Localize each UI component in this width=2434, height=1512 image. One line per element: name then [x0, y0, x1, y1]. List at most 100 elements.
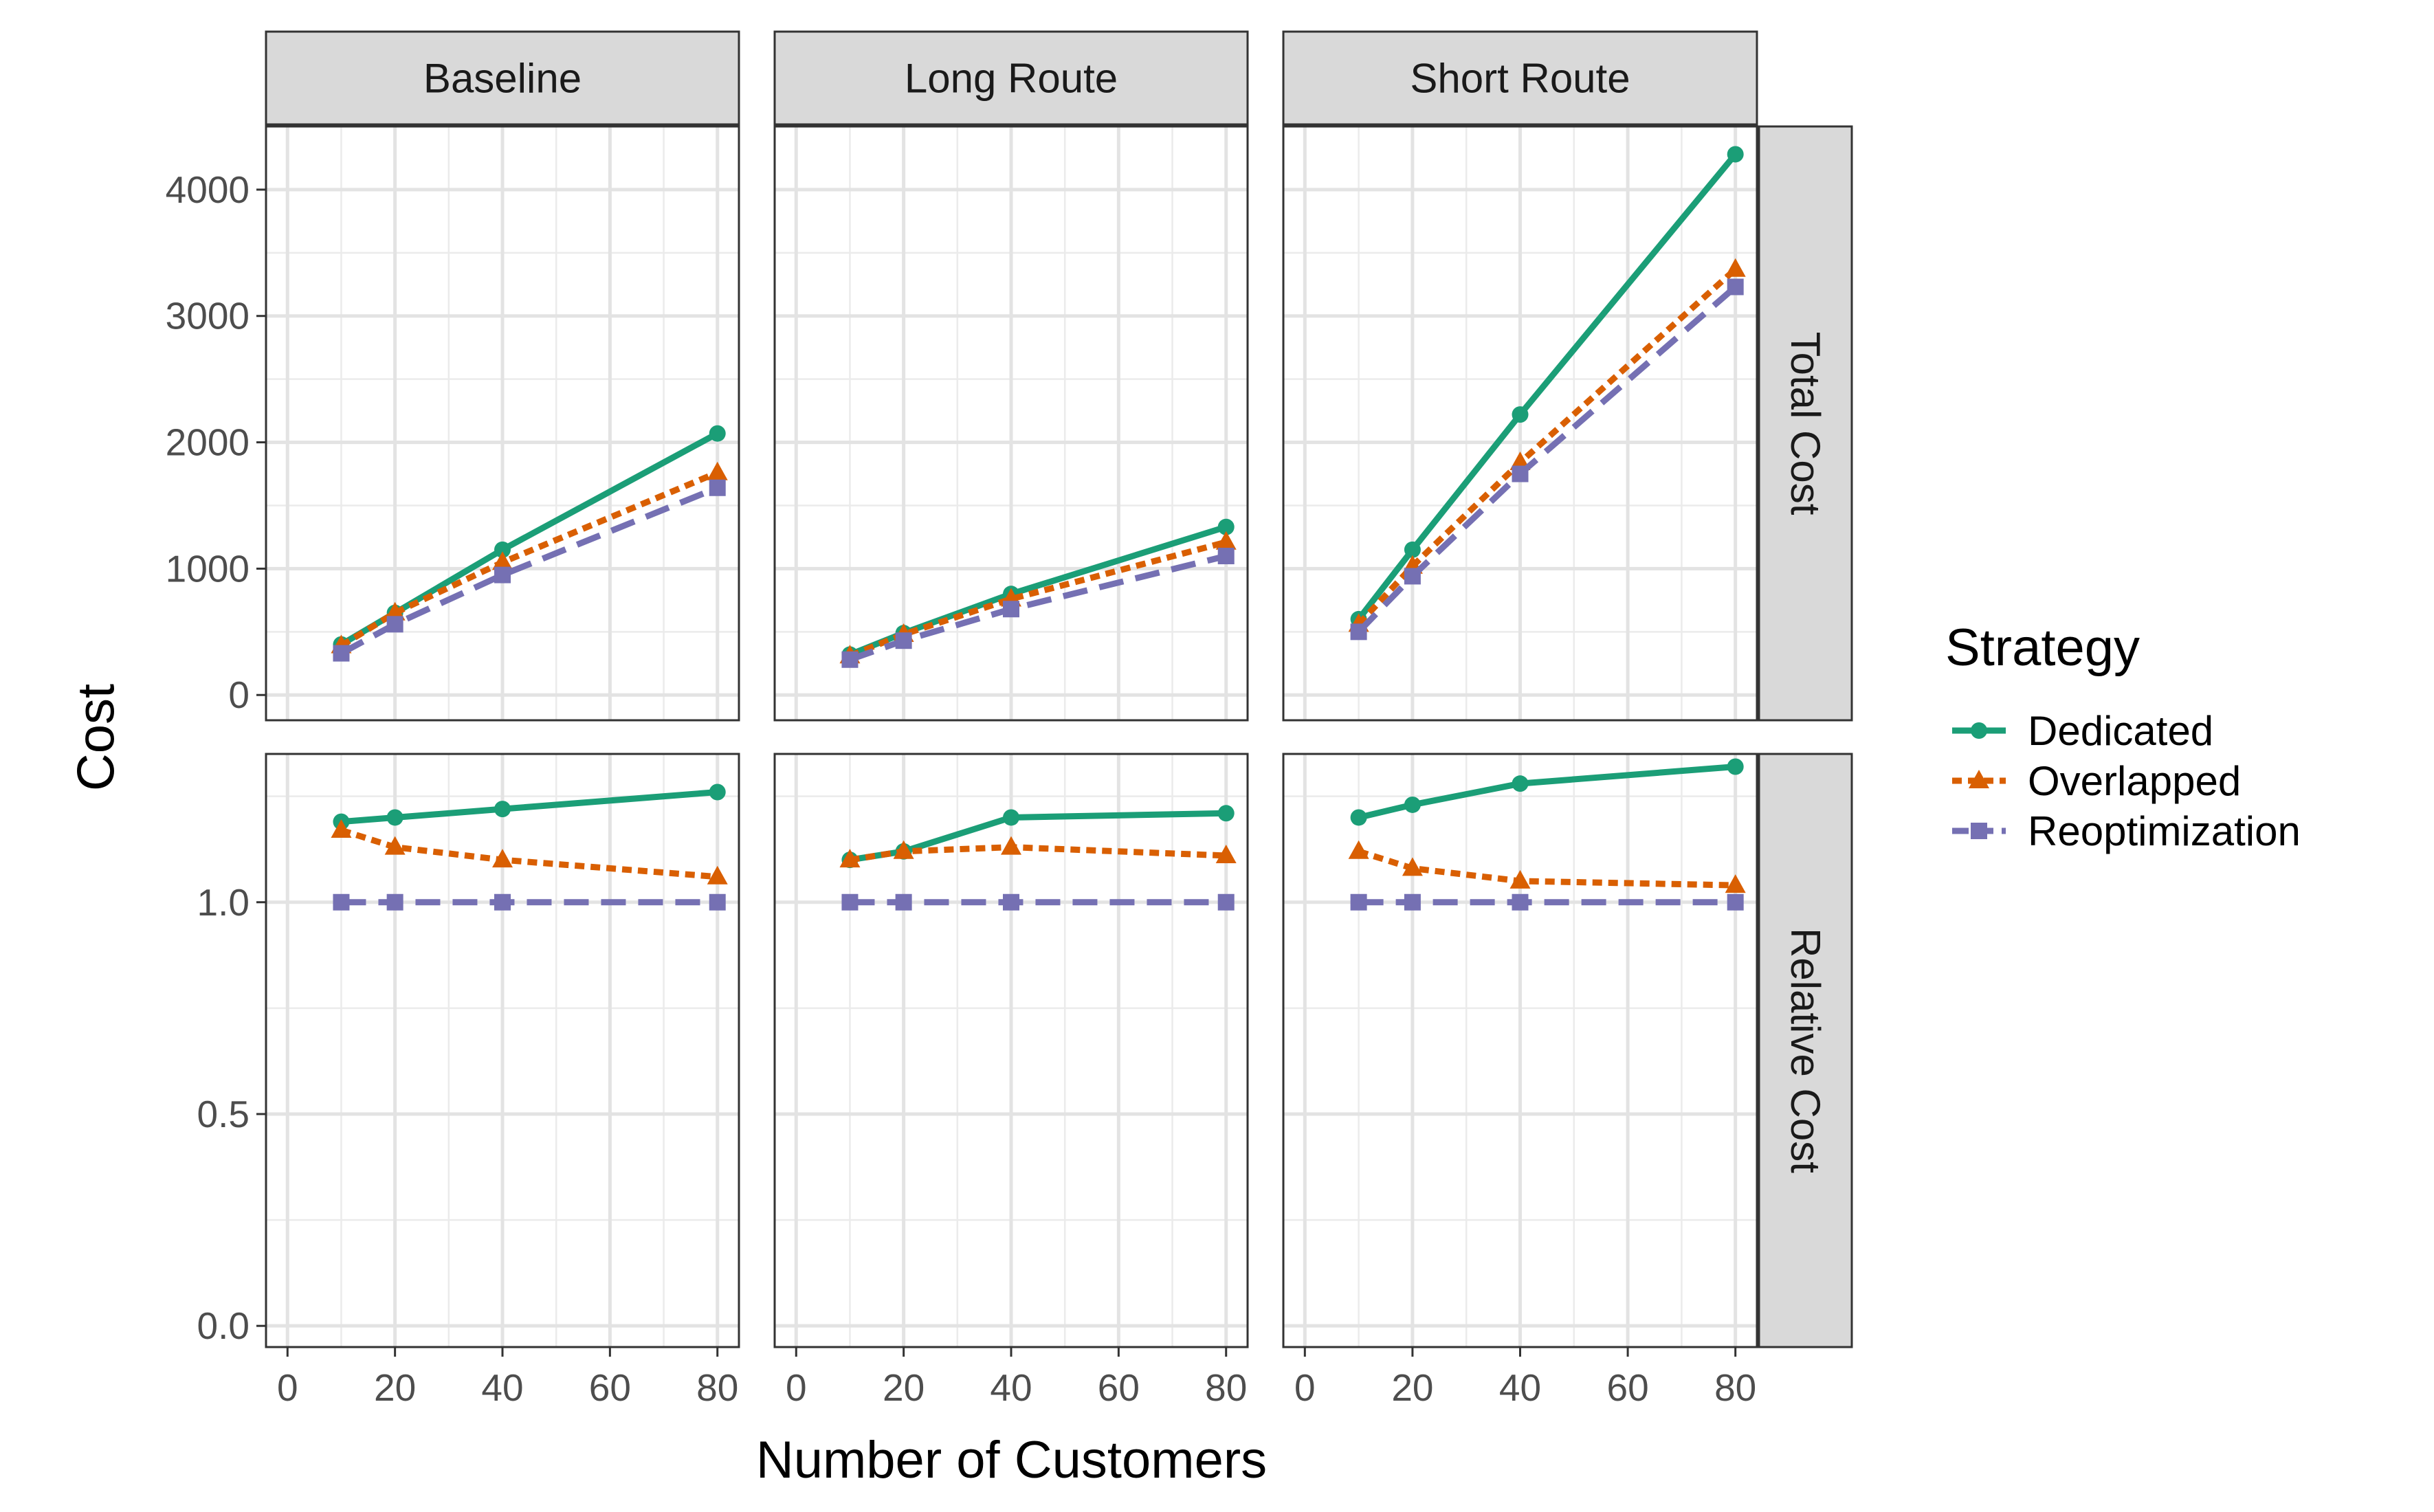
point-reoptimization — [1217, 548, 1235, 565]
point-overlapped — [893, 840, 914, 859]
point-reoptimization — [333, 645, 350, 662]
point-overlapped — [1725, 258, 1746, 277]
x-tick-label: 80 — [1205, 1366, 1247, 1409]
point-overlapped — [707, 461, 728, 480]
point-dedicated — [1404, 541, 1421, 558]
point-reoptimization — [841, 651, 859, 668]
legend-entry-reoptimization: Reoptimization — [1952, 808, 2301, 854]
point-overlapped — [1001, 836, 1021, 855]
point-reoptimization — [1350, 893, 1367, 911]
x-tick-label: 80 — [696, 1366, 738, 1409]
point-overlapped — [384, 836, 406, 855]
panel-short-route-relative-cost — [1282, 753, 1758, 1348]
y-tick-label: 4000 — [166, 168, 250, 211]
facet-strips: Total Cost Relative Cost Baseline Long Rout… — [265, 30, 1853, 1348]
legend-key-marker — [1969, 770, 1989, 788]
y-tick-label: 0.0 — [197, 1304, 250, 1347]
point-overlapped — [707, 865, 728, 885]
row-strip-background — [1758, 125, 1853, 722]
point-dedicated — [1217, 805, 1235, 822]
column-strip-long-route: Long Route — [773, 30, 1249, 126]
point-reoptimization — [709, 893, 726, 911]
series-line-dedicated — [1356, 152, 1738, 621]
point-reoptimization — [1404, 893, 1421, 911]
series-line-reoptimization — [340, 485, 719, 656]
series-line-overlapped — [848, 539, 1227, 659]
row-strip-background — [1758, 753, 1853, 1348]
column-strip-background — [1282, 30, 1758, 126]
series-reoptimization — [1350, 893, 1744, 911]
point-reoptimization — [333, 893, 350, 911]
point-dedicated — [1512, 406, 1529, 423]
column-strip-label: Long Route — [905, 56, 1118, 102]
legend-label: Dedicated — [2028, 708, 2213, 754]
series-line-dedicated — [849, 810, 1226, 863]
point-reoptimization — [1512, 465, 1529, 482]
panel-short-route-total-cost — [1282, 125, 1758, 722]
series-line-dedicated — [341, 788, 718, 825]
x-tick-label: 60 — [1606, 1366, 1648, 1409]
x-tick-label: 20 — [374, 1366, 416, 1409]
series-line-reoptimization — [848, 553, 1227, 663]
point-reoptimization — [1217, 893, 1235, 911]
point-overlapped — [1725, 874, 1746, 893]
row-strip-label: Total Cost — [1782, 332, 1828, 515]
series-line-dedicated — [1358, 764, 1736, 821]
point-reoptimization — [841, 893, 859, 911]
point-reoptimization — [386, 616, 403, 633]
point-overlapped — [1348, 840, 1369, 859]
point-reoptimization — [1003, 893, 1019, 911]
series-line-overlapped — [1358, 848, 1736, 889]
point-reoptimization — [1404, 568, 1421, 585]
panel-border — [265, 125, 740, 722]
series-reoptimization — [333, 479, 726, 662]
point-reoptimization — [1727, 893, 1744, 911]
legend-label: Reoptimization — [2028, 808, 2301, 854]
x-tick-label: 20 — [883, 1366, 925, 1409]
x-tick-label: 40 — [481, 1366, 523, 1409]
y-tick-label: 3000 — [166, 295, 250, 337]
point-dedicated — [1727, 758, 1744, 775]
point-reoptimization — [386, 893, 403, 911]
point-dedicated — [1003, 809, 1019, 826]
point-dedicated — [709, 783, 726, 801]
row-strip-total-cost: Total Cost — [1758, 125, 1853, 722]
panel-long-route-relative-cost — [773, 753, 1249, 1348]
x-tick-label: 20 — [1391, 1366, 1433, 1409]
point-dedicated — [386, 809, 403, 826]
y-axis-title: Cost — [67, 684, 126, 791]
x-tick-label: 40 — [1499, 1366, 1541, 1409]
y-tick-label: 1000 — [166, 547, 250, 590]
point-reoptimization — [494, 566, 511, 583]
x-tick-label: 40 — [990, 1366, 1032, 1409]
series-dedicated — [333, 783, 726, 830]
x-tick-label: 0 — [1294, 1366, 1316, 1409]
y-tick-label: 2000 — [166, 421, 250, 464]
legend: Strategy DedicatedOverlappedReoptimizatio… — [1945, 619, 2301, 854]
point-reoptimization — [494, 893, 511, 911]
point-overlapped — [1509, 869, 1531, 889]
point-overlapped — [1215, 531, 1237, 550]
panels — [265, 125, 1758, 1348]
point-reoptimization — [1512, 893, 1529, 911]
series-reoptimization — [1350, 278, 1744, 641]
row-strip-relative-cost: Relative Cost — [1758, 753, 1853, 1348]
legend-key-marker — [1971, 823, 1987, 839]
series-reoptimization — [841, 893, 1235, 911]
point-dedicated — [494, 801, 511, 818]
x-tick-label: 60 — [1098, 1366, 1140, 1409]
point-dedicated — [1217, 518, 1235, 535]
series-dedicated — [1350, 758, 1744, 826]
panel-baseline-total-cost — [265, 125, 740, 722]
series-overlapped — [1348, 840, 1746, 893]
legend-entry-dedicated: Dedicated — [1952, 708, 2213, 754]
x-axis-title: Number of Customers — [756, 1431, 1267, 1489]
point-dedicated — [1727, 146, 1744, 163]
panel-baseline-relative-cost — [265, 753, 740, 1348]
series-reoptimization — [841, 548, 1235, 668]
point-overlapped — [1402, 857, 1423, 876]
panel-long-route-total-cost — [773, 125, 1249, 722]
series-line-overlapped — [1356, 267, 1738, 627]
series-line-overlapped — [340, 827, 718, 880]
